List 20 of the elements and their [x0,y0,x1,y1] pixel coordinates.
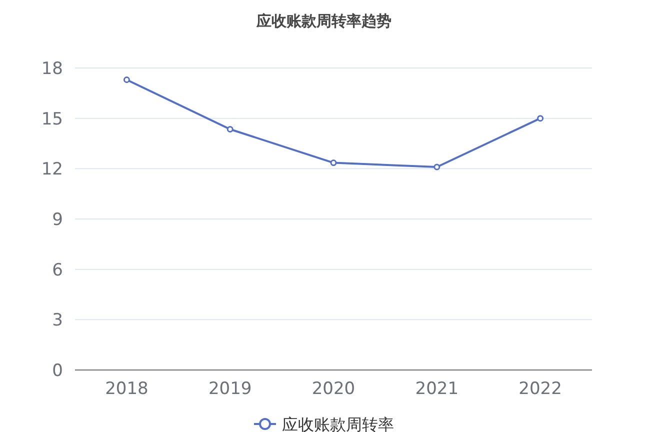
point [537,115,544,122]
x-tick-label: 2022 [518,379,562,399]
x-tick-label: 2021 [415,379,459,399]
y-tick-label: 3 [52,310,63,331]
x-tick-label: 2018 [105,379,148,399]
y-tick-label: 9 [52,210,63,230]
point [226,126,234,132]
y-tick-label: 18 [41,59,63,79]
x-tick-label: 2019 [208,379,252,399]
y-tick-label: 0 [52,361,63,381]
point [434,164,440,170]
point [123,76,130,83]
y-tick-label: 12 [41,160,63,180]
legend: 应收账款周转率 [254,415,394,432]
y-tick-label: 6 [52,260,63,280]
point [330,160,337,166]
y-tick-label: 15 [41,109,63,130]
legend-label: 应收账款周转率 [282,415,394,432]
x-tick-label: 2020 [312,379,356,399]
chart-title: 应收账款周转率趋势 [256,12,392,30]
